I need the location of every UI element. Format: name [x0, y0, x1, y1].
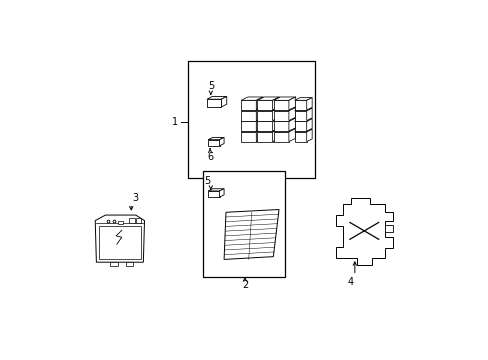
Polygon shape	[294, 119, 311, 121]
Polygon shape	[95, 215, 144, 262]
Polygon shape	[208, 191, 219, 197]
Polygon shape	[241, 111, 256, 121]
Text: 3: 3	[132, 193, 138, 203]
Polygon shape	[241, 121, 256, 131]
Polygon shape	[273, 100, 288, 110]
Text: 5: 5	[207, 81, 214, 91]
Text: 6: 6	[206, 152, 213, 162]
Polygon shape	[221, 96, 226, 107]
Polygon shape	[272, 108, 279, 121]
Polygon shape	[206, 96, 226, 99]
Polygon shape	[257, 97, 279, 100]
Text: 4: 4	[347, 276, 353, 287]
Polygon shape	[272, 129, 279, 141]
Polygon shape	[272, 118, 279, 131]
Polygon shape	[288, 129, 295, 141]
Polygon shape	[256, 129, 263, 141]
Polygon shape	[257, 121, 272, 131]
Polygon shape	[294, 100, 306, 110]
Polygon shape	[257, 129, 279, 132]
Polygon shape	[273, 129, 295, 132]
Polygon shape	[294, 132, 306, 141]
Polygon shape	[335, 198, 392, 265]
Polygon shape	[241, 100, 256, 110]
Bar	[110, 262, 118, 266]
Bar	[203, 171, 284, 278]
Polygon shape	[272, 97, 279, 110]
Polygon shape	[294, 98, 311, 100]
Polygon shape	[219, 138, 224, 146]
Polygon shape	[241, 132, 256, 141]
Polygon shape	[208, 140, 219, 146]
Polygon shape	[288, 97, 295, 110]
Polygon shape	[306, 129, 311, 141]
Polygon shape	[273, 108, 295, 111]
Polygon shape	[273, 132, 288, 141]
Polygon shape	[273, 118, 295, 121]
Polygon shape	[294, 121, 306, 131]
Polygon shape	[224, 210, 279, 260]
Polygon shape	[288, 118, 295, 131]
Polygon shape	[208, 189, 224, 191]
Polygon shape	[294, 108, 311, 111]
Bar	[118, 221, 122, 224]
Polygon shape	[241, 118, 263, 121]
Bar	[125, 262, 133, 266]
Polygon shape	[306, 98, 311, 110]
Text: 5: 5	[203, 176, 210, 186]
Polygon shape	[294, 129, 311, 132]
Polygon shape	[206, 99, 221, 107]
Polygon shape	[241, 97, 263, 100]
Bar	[129, 219, 135, 223]
Polygon shape	[273, 121, 288, 131]
Polygon shape	[256, 97, 263, 110]
Polygon shape	[288, 108, 295, 121]
Polygon shape	[306, 119, 311, 131]
Polygon shape	[257, 108, 279, 111]
Polygon shape	[256, 118, 263, 131]
Polygon shape	[273, 111, 288, 121]
Polygon shape	[257, 118, 279, 121]
Text: 2: 2	[241, 280, 247, 290]
Bar	[385, 225, 392, 232]
Text: 1: 1	[171, 117, 178, 127]
Polygon shape	[257, 111, 272, 121]
Polygon shape	[219, 189, 224, 197]
Polygon shape	[256, 108, 263, 121]
Polygon shape	[273, 97, 295, 100]
Polygon shape	[208, 138, 224, 140]
Polygon shape	[241, 129, 263, 132]
Bar	[136, 219, 141, 223]
Polygon shape	[306, 108, 311, 121]
Polygon shape	[257, 100, 272, 110]
Polygon shape	[294, 111, 306, 121]
Bar	[188, 61, 314, 177]
Polygon shape	[257, 132, 272, 141]
Polygon shape	[241, 108, 263, 111]
